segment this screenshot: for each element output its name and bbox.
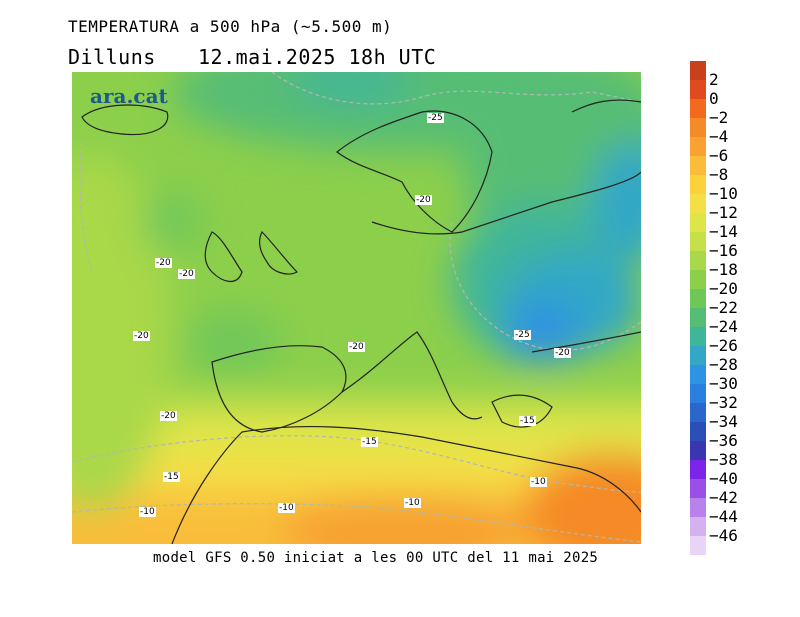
forecast-datetime: 12.mai.2025 18h UTC	[198, 45, 437, 69]
legend-label: −36	[709, 431, 738, 450]
legend-label: −40	[709, 469, 738, 488]
legend-label: −16	[709, 241, 738, 260]
weekday: Dilluns	[68, 45, 156, 69]
legend-label: −26	[709, 336, 738, 355]
legend-swatch	[690, 365, 706, 384]
legend-swatch	[690, 308, 706, 327]
map-canvas	[72, 72, 641, 544]
legend-swatch	[690, 441, 706, 460]
contour-label: -15	[163, 472, 180, 482]
contour-label: -10	[278, 503, 295, 513]
legend-swatch	[690, 137, 706, 156]
legend-label: −20	[709, 279, 738, 298]
contour-label: -10	[404, 498, 421, 508]
legend-label: −34	[709, 412, 738, 431]
legend-swatch	[690, 479, 706, 498]
legend-label: 2	[709, 70, 719, 89]
contour-label: -25	[427, 113, 444, 123]
legend-swatch	[690, 498, 706, 517]
legend-label: −30	[709, 374, 738, 393]
color-legend	[690, 61, 706, 555]
temperature-map	[72, 72, 641, 544]
legend-swatch	[690, 327, 706, 346]
legend-label: −4	[709, 127, 729, 146]
legend-swatch	[690, 270, 706, 289]
legend-label: 0	[709, 89, 719, 108]
ara-cat-logo: ara.cat	[90, 84, 168, 108]
contour-label: -10	[139, 507, 156, 517]
legend-swatch	[690, 536, 706, 555]
legend-label: −38	[709, 450, 738, 469]
legend-swatch	[690, 175, 706, 194]
legend-label: −32	[709, 393, 738, 412]
contour-label: -20	[348, 342, 365, 352]
legend-swatch	[690, 213, 706, 232]
legend-swatch	[690, 517, 706, 536]
contour-label: -25	[514, 330, 531, 340]
model-info: model GFS 0.50 iniciat a les 00 UTC del …	[153, 550, 599, 566]
legend-swatch	[690, 232, 706, 251]
contour-label: -20	[155, 258, 172, 268]
contour-label: -20	[178, 269, 195, 279]
legend-label: −46	[709, 526, 738, 545]
contour-label: -20	[415, 195, 432, 205]
legend-swatch	[690, 460, 706, 479]
contour-label: -10	[530, 477, 547, 487]
legend-swatch	[690, 80, 706, 99]
contour-label: -20	[554, 348, 571, 358]
contour-label: -15	[361, 437, 378, 447]
legend-swatch	[690, 194, 706, 213]
legend-swatch	[690, 156, 706, 175]
contour-label: -15	[519, 416, 536, 426]
legend-label: −10	[709, 184, 738, 203]
legend-label: −44	[709, 507, 738, 526]
legend-swatch	[690, 61, 706, 80]
legend-label: −42	[709, 488, 738, 507]
map-subtitle: Dilluns 12.mai.2025 18h UTC	[68, 45, 436, 69]
legend-label: −14	[709, 222, 738, 241]
legend-swatch	[690, 99, 706, 118]
legend-label: −6	[709, 146, 729, 165]
legend-label: −18	[709, 260, 738, 279]
legend-swatch	[690, 346, 706, 365]
legend-label: −8	[709, 165, 729, 184]
legend-swatch	[690, 403, 706, 422]
legend-swatch	[690, 118, 706, 137]
legend-swatch	[690, 422, 706, 441]
legend-label: −22	[709, 298, 738, 317]
legend-swatch	[690, 384, 706, 403]
contour-label: -20	[133, 331, 150, 341]
legend-label: −12	[709, 203, 738, 222]
legend-label: −2	[709, 108, 729, 127]
legend-label: −24	[709, 317, 738, 336]
contour-label: -20	[160, 411, 177, 421]
legend-swatch	[690, 289, 706, 308]
legend-label: −28	[709, 355, 738, 374]
legend-swatch	[690, 251, 706, 270]
map-title: TEMPERATURA a 500 hPa (~5.500 m)	[68, 17, 393, 36]
